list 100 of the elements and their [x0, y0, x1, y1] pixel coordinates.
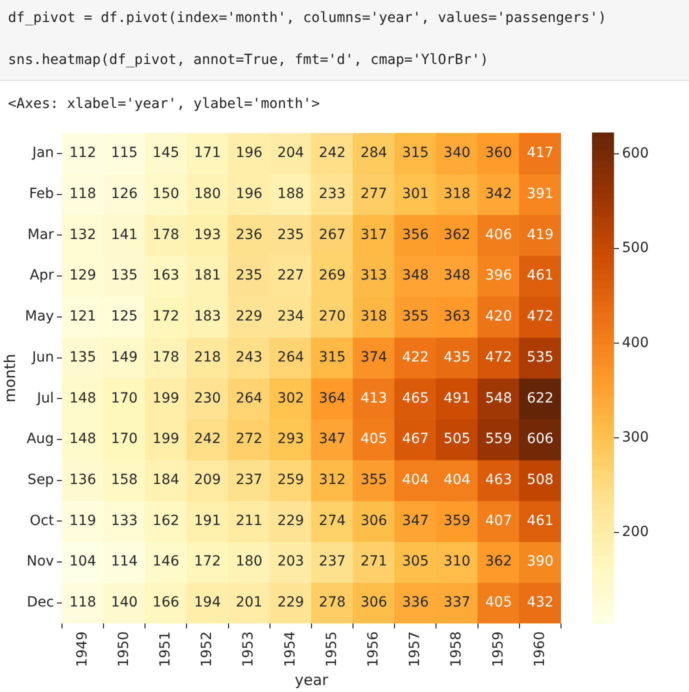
data-label: 180 [194, 186, 221, 202]
data-label: 125 [110, 308, 138, 325]
color-bar-label: 300 [622, 429, 649, 446]
data-label: 230 [194, 390, 221, 406]
x-tick-label: 1949 [74, 631, 90, 668]
data-label: 465 [402, 390, 429, 406]
data-label: 112 [69, 145, 96, 162]
y-tick-label: Mar [28, 226, 54, 243]
data-label: 362 [444, 226, 470, 243]
data-label: 259 [277, 472, 304, 488]
data-label: 163 [152, 268, 180, 284]
data-label: 347 [402, 512, 429, 529]
data-label: 204 [277, 145, 304, 162]
y-tick-label: Aug [26, 431, 54, 448]
data-label: 293 [277, 431, 304, 448]
data-label: 396 [485, 268, 512, 284]
data-label: 166 [152, 594, 180, 611]
data-label: 417 [526, 145, 554, 162]
color-bar-label: 600 [622, 145, 649, 162]
data-label: 129 [69, 268, 96, 284]
data-label: 172 [194, 554, 221, 570]
data-label: 264 [236, 390, 263, 406]
text: <Axes: xlabel='year', ylabel='month'> [8, 96, 320, 112]
data-label: 199 [152, 390, 180, 406]
data-label: 218 [194, 349, 221, 366]
y-tick-label: Feb [29, 186, 54, 202]
data-label: 180 [236, 554, 262, 570]
data-label: 363 [444, 308, 470, 325]
data-label: 140 [110, 594, 138, 611]
data-label: 199 [152, 431, 180, 448]
x-tick-label: 1953 [240, 631, 257, 668]
data-label: 337 [444, 594, 470, 611]
data-label: 305 [402, 554, 429, 570]
data-label: 391 [526, 186, 554, 202]
data-label: 267 [318, 226, 346, 243]
data-label: 145 [152, 145, 180, 162]
data-label: 229 [277, 512, 304, 529]
data-label: 313 [360, 268, 388, 284]
data-label: 181 [194, 268, 221, 284]
data-label: 559 [485, 431, 512, 448]
data-label: 340 [444, 145, 470, 162]
color-bar-label: 400 [622, 334, 649, 351]
data-label: 146 [152, 554, 180, 570]
data-label: 420 [485, 308, 512, 325]
data-label: 233 [318, 186, 346, 202]
text: sns.heatmap(df_pivot, annot=True, fmt='d', cmap='YlOrBr') [8, 52, 488, 68]
data-label: 235 [236, 268, 262, 284]
data-label: 242 [194, 431, 221, 448]
data-label: 419 [526, 226, 554, 243]
data-label: 306 [360, 512, 388, 529]
data-label: 277 [360, 186, 388, 202]
data-label: 196 [236, 145, 263, 162]
x-tick-label: 1954 [282, 631, 298, 668]
data-label: 121 [69, 308, 96, 325]
y-tick-label: Sep [28, 472, 54, 488]
data-label: 374 [360, 349, 388, 366]
data-label: 318 [360, 308, 388, 325]
data-label: 362 [485, 554, 512, 570]
data-label: 422 [402, 349, 429, 366]
data-label: 404 [444, 472, 470, 488]
data-label: 407 [485, 512, 512, 529]
data-label: 193 [194, 226, 221, 243]
data-label: 264 [277, 349, 304, 366]
data-label: 234 [277, 308, 304, 325]
data-label: 237 [318, 554, 346, 570]
x-tick-label: 1952 [199, 631, 216, 668]
data-label: 118 [69, 594, 96, 611]
data-label: 355 [360, 472, 388, 488]
data-label: 413 [360, 390, 388, 406]
data-label: 405 [360, 431, 388, 448]
data-label: 178 [152, 349, 180, 366]
data-label: 315 [402, 145, 429, 162]
data-label: 148 [69, 431, 96, 448]
data-label: 184 [152, 472, 180, 488]
data-label: 463 [485, 472, 512, 488]
data-label: 227 [277, 268, 304, 284]
data-label: 310 [444, 554, 470, 570]
data-label: 114 [110, 554, 138, 570]
data-label: 203 [277, 554, 304, 570]
data-label: 162 [152, 512, 180, 529]
data-label: 315 [318, 349, 346, 366]
data-label: 236 [236, 226, 263, 243]
data-label: 548 [485, 390, 512, 406]
data-label: 508 [526, 472, 554, 488]
data-label: 242 [318, 145, 346, 162]
data-label: 149 [110, 349, 138, 366]
data-label: 194 [194, 594, 221, 611]
data-label: 229 [236, 308, 262, 325]
data-label: 196 [236, 186, 263, 202]
data-label: 472 [485, 349, 512, 366]
data-label: 301 [402, 186, 429, 202]
data-label: 191 [194, 512, 221, 529]
data-label: 302 [277, 390, 304, 406]
data-label: 622 [526, 390, 554, 406]
y-tick-label: Dec [26, 594, 54, 611]
data-label: 491 [444, 390, 470, 406]
data-label: 505 [444, 431, 470, 448]
x-axis-title: year [294, 670, 330, 689]
data-label: 278 [318, 594, 346, 611]
x-tick-label: 1959 [490, 631, 506, 668]
